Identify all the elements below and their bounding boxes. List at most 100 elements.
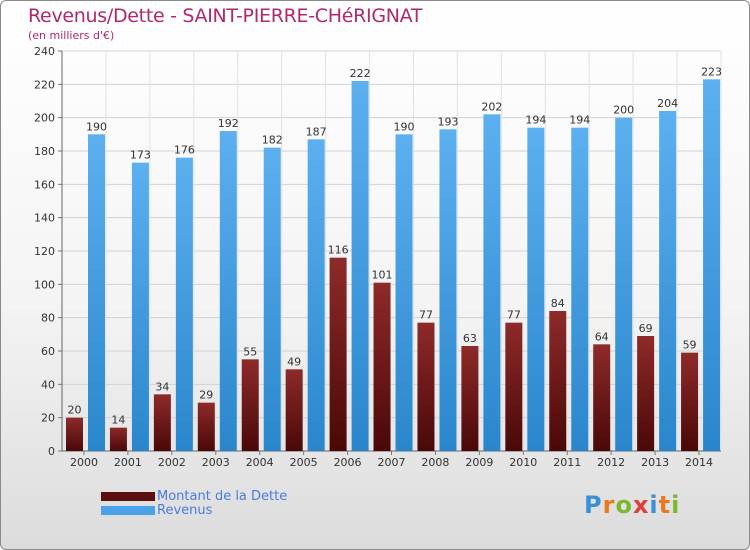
legend-item-revenus: Revenus	[101, 502, 287, 518]
x-tick-label: 2000	[70, 456, 98, 469]
bar-revenus	[307, 139, 325, 452]
x-tick-label: 2004	[246, 456, 274, 469]
data-label-revenus: 173	[130, 149, 151, 162]
data-label-dette: 49	[287, 355, 301, 368]
bar-dette	[593, 344, 611, 451]
x-tick-label: 2014	[685, 456, 713, 469]
data-label-dette: 20	[68, 404, 82, 417]
chart-title: Revenus/Dette - SAINT-PIERRE-CHéRIGNAT	[28, 5, 423, 27]
bar-dette	[637, 336, 655, 451]
x-tick-label: 2003	[202, 456, 230, 469]
bar-revenus	[527, 127, 545, 452]
bar-dette	[549, 311, 567, 451]
bar-dette	[197, 402, 215, 451]
bar-revenus	[351, 81, 369, 451]
bar-dette	[241, 359, 259, 451]
bar-dette	[373, 282, 391, 451]
y-tick-label: 140	[34, 212, 55, 225]
x-tick-label: 2002	[158, 456, 186, 469]
y-tick-label: 180	[34, 145, 55, 158]
bar-dette	[285, 369, 303, 451]
y-tick-label: 80	[41, 312, 55, 325]
bar-dette	[329, 257, 347, 451]
data-label-dette: 55	[243, 345, 257, 358]
data-label-revenus: 187	[306, 125, 327, 138]
data-label-dette: 77	[507, 309, 521, 322]
bar-revenus	[439, 129, 457, 452]
data-label-revenus: 190	[394, 120, 415, 133]
x-tick-label: 2006	[334, 456, 362, 469]
logo-letter: r	[602, 491, 616, 519]
bar-revenus	[483, 114, 501, 451]
legend-label-revenus: Revenus	[157, 502, 213, 518]
x-tick-label: 2008	[421, 456, 449, 469]
y-tick-label: 40	[41, 378, 55, 391]
bar-dette	[461, 346, 479, 451]
data-label-revenus: 190	[86, 120, 107, 133]
data-label-revenus: 192	[218, 117, 239, 130]
bar-dette	[153, 394, 171, 451]
logo-letter: P	[584, 491, 603, 519]
y-tick-label: 120	[34, 245, 55, 258]
proxiti-logo: Proxiti	[584, 491, 680, 519]
chart-subtitle: (en milliers d'€)	[28, 29, 115, 42]
logo-letter: x	[632, 491, 650, 519]
data-label-dette: 116	[328, 244, 349, 257]
x-tick-label: 2010	[509, 456, 537, 469]
data-label-revenus: 194	[525, 114, 546, 127]
data-label-revenus: 176	[174, 144, 195, 157]
x-tick-label: 2011	[553, 456, 581, 469]
data-label-dette: 63	[463, 332, 477, 345]
bar-revenus	[219, 131, 237, 451]
data-label-dette: 29	[199, 389, 213, 402]
legend-swatch-revenus	[101, 505, 155, 515]
data-label-revenus: 200	[613, 104, 634, 117]
bar-dette	[109, 427, 127, 451]
data-label-revenus: 202	[481, 100, 502, 113]
y-tick-label: 100	[34, 278, 55, 291]
bar-revenus	[659, 111, 677, 451]
logo-letter: i	[649, 491, 659, 519]
bar-revenus	[88, 134, 105, 452]
x-tick-label: 2013	[641, 456, 669, 469]
data-label-revenus: 193	[437, 115, 458, 128]
legend-item-dette: Montant de la Dette	[101, 488, 288, 504]
legend-label-dette: Montant de la Dette	[157, 488, 288, 504]
data-label-dette: 64	[595, 330, 609, 343]
y-tick-label: 220	[34, 78, 55, 91]
x-tick-label: 2007	[378, 456, 406, 469]
data-label-revenus: 194	[569, 114, 590, 127]
bar-dette	[66, 417, 83, 451]
x-tick-label: 2009	[465, 456, 493, 469]
bar-revenus	[263, 147, 281, 451]
y-tick-label: 0	[48, 445, 55, 458]
bar-dette	[681, 352, 699, 451]
x-tick-label: 2001	[114, 456, 142, 469]
y-tick-label: 20	[41, 412, 55, 425]
data-label-dette: 69	[639, 322, 653, 335]
bar-revenus	[703, 79, 721, 451]
y-tick-label: 200	[34, 112, 55, 125]
bar-revenus	[175, 157, 193, 451]
data-label-revenus: 223	[701, 65, 722, 78]
data-label-dette: 59	[683, 339, 697, 352]
data-label-dette: 77	[419, 309, 433, 322]
bar-dette	[417, 322, 435, 451]
legend-swatch-dette	[101, 491, 155, 501]
logo-letter: i	[671, 491, 681, 519]
bar-dette	[505, 322, 523, 451]
data-label-dette: 101	[372, 269, 393, 282]
data-label-dette: 84	[551, 297, 565, 310]
bar-revenus	[395, 134, 413, 452]
bar-revenus	[615, 117, 633, 452]
data-label-revenus: 182	[262, 134, 283, 147]
bar-revenus	[131, 162, 149, 451]
data-label-dette: 34	[155, 380, 169, 393]
x-tick-label: 2005	[290, 456, 318, 469]
data-label-revenus: 204	[657, 97, 678, 110]
y-tick-label: 60	[41, 345, 55, 358]
x-tick-label: 2012	[597, 456, 625, 469]
logo-letter: o	[615, 491, 633, 519]
